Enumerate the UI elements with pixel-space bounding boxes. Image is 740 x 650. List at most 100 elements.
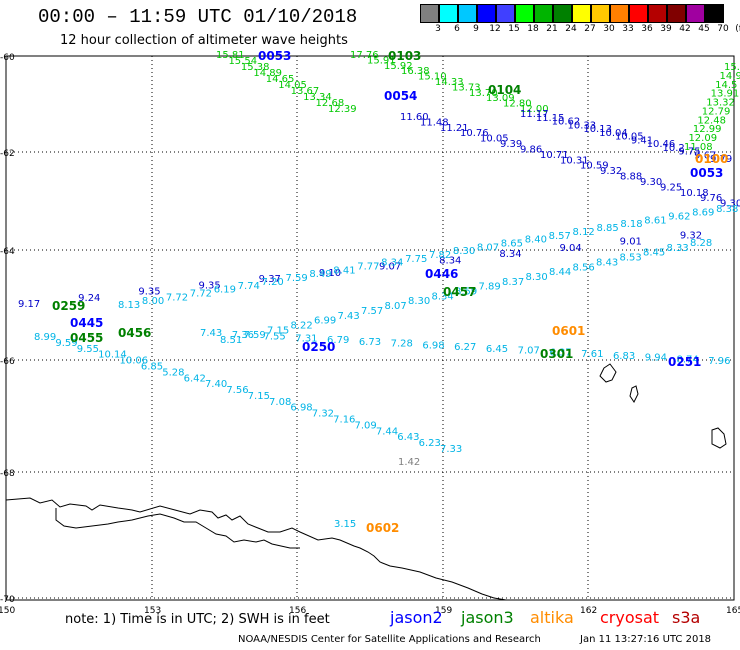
wave-height-value: 7.44 (376, 426, 398, 437)
wave-height-value: 7.56 (226, 385, 248, 396)
lat-label: -62 (0, 149, 15, 159)
island-3 (711, 427, 727, 449)
colorbar-swatch (667, 4, 686, 23)
wave-height-value: 11.17 (520, 109, 549, 120)
wave-height-value: 9.41 (631, 135, 653, 146)
wave-height-value: 10.33 (568, 120, 597, 131)
wave-height-value: 7.09 (355, 420, 377, 431)
coastline-bay (55, 508, 300, 549)
time-stamp: 0301 (540, 347, 573, 361)
lon-label: 165 (726, 606, 740, 616)
lat-lon-grid: -60-62-64-66-68-70150153156159162165 (0, 53, 740, 616)
wave-height-value: 8.59 (455, 287, 477, 298)
wave-height-value: 7.96 (708, 356, 730, 367)
wave-height-value: 8.30 (526, 272, 548, 283)
wave-height-value: 8.34 (432, 291, 454, 302)
legend-jason3: jason3 (461, 608, 514, 627)
wave-height-value: 7.55 (264, 332, 286, 343)
wave-height-value: 8.74 (676, 354, 698, 365)
wave-height-value: 10.31 (560, 155, 589, 166)
colorbar-label: 15 (508, 24, 520, 34)
wave-height-value: 10.05 (615, 132, 644, 143)
wave-height-value: 7.28 (391, 339, 413, 350)
wave-height-value: 10.18 (680, 188, 709, 199)
colorbar-label: 21 (546, 24, 558, 34)
wave-height-value: 8.34 (499, 249, 521, 260)
wave-height-value: 8.34 (381, 258, 403, 269)
wave-height-value: 7.31 (295, 333, 317, 344)
time-stamp: 0250 (302, 340, 335, 354)
colorbar-label: 24 (565, 24, 577, 34)
wave-height-value: 5.28 (162, 367, 184, 378)
wave-height-value: 8.30 (453, 246, 475, 257)
wave-height-value: 10.04 (599, 128, 628, 139)
wave-height-value: 8.45 (643, 248, 665, 259)
colorbar-label: 33 (622, 24, 634, 34)
wave-height-value: 9.75 (678, 147, 700, 158)
wave-height-value: 10.05 (480, 134, 509, 145)
wave-height-value: 8.07 (385, 301, 407, 312)
wave-height-value: 14.5 (715, 80, 737, 91)
wave-height-value: 7.16 (333, 415, 355, 426)
wave-height-value: 11.08 (684, 142, 713, 153)
colorbar-swatch (515, 4, 534, 23)
wave-height-value: 12.00 (520, 104, 549, 115)
wave-height-value: 10.62 (552, 117, 581, 128)
wave-height-value: 7.43 (338, 311, 360, 322)
lat-label: -66 (0, 357, 15, 367)
wave-height-value: 7.57 (361, 306, 383, 317)
colorbar-label: 42 (679, 24, 691, 34)
wave-height-value: 8.88 (620, 172, 642, 183)
colorbar-swatch (496, 4, 515, 23)
wave-height-value: 13.32 (706, 98, 735, 109)
wave-height-value: 14.05 (278, 80, 307, 91)
colorbar-label: 3 (435, 24, 441, 34)
wave-height-value: 9.30 (640, 177, 662, 188)
wave-height-value: 6.99 (314, 316, 336, 327)
island-1 (599, 363, 617, 383)
colorbar-label: 36 (641, 24, 653, 34)
wave-height-value: 9.32 (680, 230, 702, 241)
wave-height-value: 8.43 (596, 257, 618, 268)
wave-height-value: 6.27 (454, 342, 476, 353)
wave-height-value: 8.65 (501, 238, 523, 249)
lon-label: 159 (435, 606, 452, 616)
wave-height-value: 15.92 (384, 61, 413, 72)
map-subtitle: 12 hour collection of altimeter wave hei… (60, 33, 348, 48)
wave-height-value: 7.08 (269, 397, 291, 408)
colorbar-swatch (420, 4, 439, 23)
wave-height-value: 7.15 (248, 391, 270, 402)
legend-altika: altika (530, 608, 574, 627)
wave-height-value: 7.72 (166, 292, 188, 303)
wave-height-value: 9.24 (78, 293, 100, 304)
wave-height-value: 9.59 (55, 338, 77, 349)
colorbar-swatch (610, 4, 629, 23)
wave-height-value: 7.74 (238, 281, 260, 292)
wave-height-value: 16.38 (401, 66, 430, 77)
colorbar-label: 9 (473, 24, 479, 34)
time-stamp: 0054 (384, 89, 417, 103)
wave-height-value: 6.19 (214, 285, 236, 296)
legend-s3a: s3a (672, 608, 701, 627)
lat-label: -60 (0, 53, 15, 63)
wave-height-value: 9.94 (645, 353, 667, 364)
lat-label: -68 (0, 469, 15, 479)
colorbar-label: 70 (717, 24, 729, 34)
wave-height-value: 10.59 (580, 161, 609, 172)
colorbar-swatch (534, 4, 553, 23)
wave-height-value: 9.79 (710, 154, 732, 165)
wave-height-value: 8.85 (596, 223, 618, 234)
colorbar-swatch (705, 4, 724, 23)
time-stamp: 0251 (668, 355, 701, 369)
wave-height-value: 15.38 (241, 62, 270, 73)
lat-label: -64 (0, 247, 15, 257)
wave-height-value: 8.51 (220, 335, 242, 346)
wave-height-value: 12.79 (702, 106, 731, 117)
time-stamp: 0100 (695, 152, 728, 166)
colorbar-swatch (553, 4, 572, 23)
wave-height-value: 12.68 (316, 98, 345, 109)
colorbar-swatch (458, 4, 477, 23)
wave-height-value: 7.61 (581, 349, 603, 360)
wave-height-value: 15.10 (418, 72, 447, 83)
